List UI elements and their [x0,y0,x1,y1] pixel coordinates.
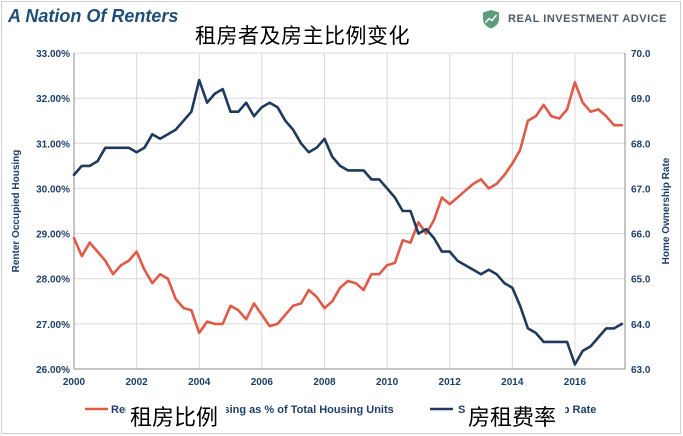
right-tick-label: 63.0 [631,365,651,376]
left-axis-label: Renter Occupied Housing [11,150,22,273]
plot-area [73,53,626,370]
right-tick-label: 67.0 [631,184,651,195]
right-axis: 63.0 64.0 65.0 66.0 67.0 68.0 69.0 70.0 [631,49,651,376]
x-tick-label: 2008 [313,377,336,388]
gridlines [73,52,625,369]
shield-chart-icon [483,10,499,29]
x-tick-label: 2012 [439,377,462,388]
brand-name: REAL INVESTMENT ADVICE [508,13,667,25]
x-tick-label: 2010 [376,377,399,388]
x-tick-label: 2002 [125,377,148,388]
left-tick-label: 27.00% [36,320,70,331]
series-line-ownership [72,78,624,366]
right-tick-label: 66.0 [631,230,651,241]
legend-overlay-bg-left [126,398,226,432]
legend-overlay-bg-right [465,398,565,432]
x-tick-label: 2000 [63,377,86,388]
right-tick-label: 65.0 [631,275,651,286]
series-line-renter [72,81,624,335]
series-group [72,78,624,366]
right-tick-label: 68.0 [631,139,651,150]
right-axis-label: Home Ownership Rate [661,157,672,264]
legend-overlay-left: 租房比例 [130,406,218,431]
right-tick-label: 70.0 [631,49,651,60]
left-tick-label: 32.00% [36,94,70,105]
legend: Renter Occupied Housing as % of Total Ho… [85,398,596,432]
left-tick-label: 33.00% [36,49,70,60]
x-axis: 2000 2002 2004 2006 2008 2010 2012 2014 2016 [63,377,587,388]
legend-overlay-right: 房租费率 [468,406,556,431]
left-axis: 26.00% 27.00% 28.00% 29.00% 30.00% 31.00% 32.0… [36,49,70,376]
left-tick-label: 28.00% [36,275,70,286]
left-tick-label: 31.00% [36,139,70,150]
left-tick-label: 26.00% [36,365,70,376]
right-tick-label: 64.0 [631,320,651,331]
x-tick-label: 2004 [188,377,211,388]
overlay-title: 租房者及房主比例变化 [195,24,410,48]
left-tick-label: 29.00% [36,230,70,241]
brand-logo-group: REAL INVESTMENT ADVICE [481,8,667,30]
x-tick-label: 2006 [251,377,274,388]
chart-title: A Nation Of Renters [8,6,179,26]
x-tick-label: 2016 [564,377,587,388]
right-tick-label: 69.0 [631,94,651,105]
x-tick-label: 2014 [501,377,524,388]
left-tick-label: 30.00% [36,184,70,195]
